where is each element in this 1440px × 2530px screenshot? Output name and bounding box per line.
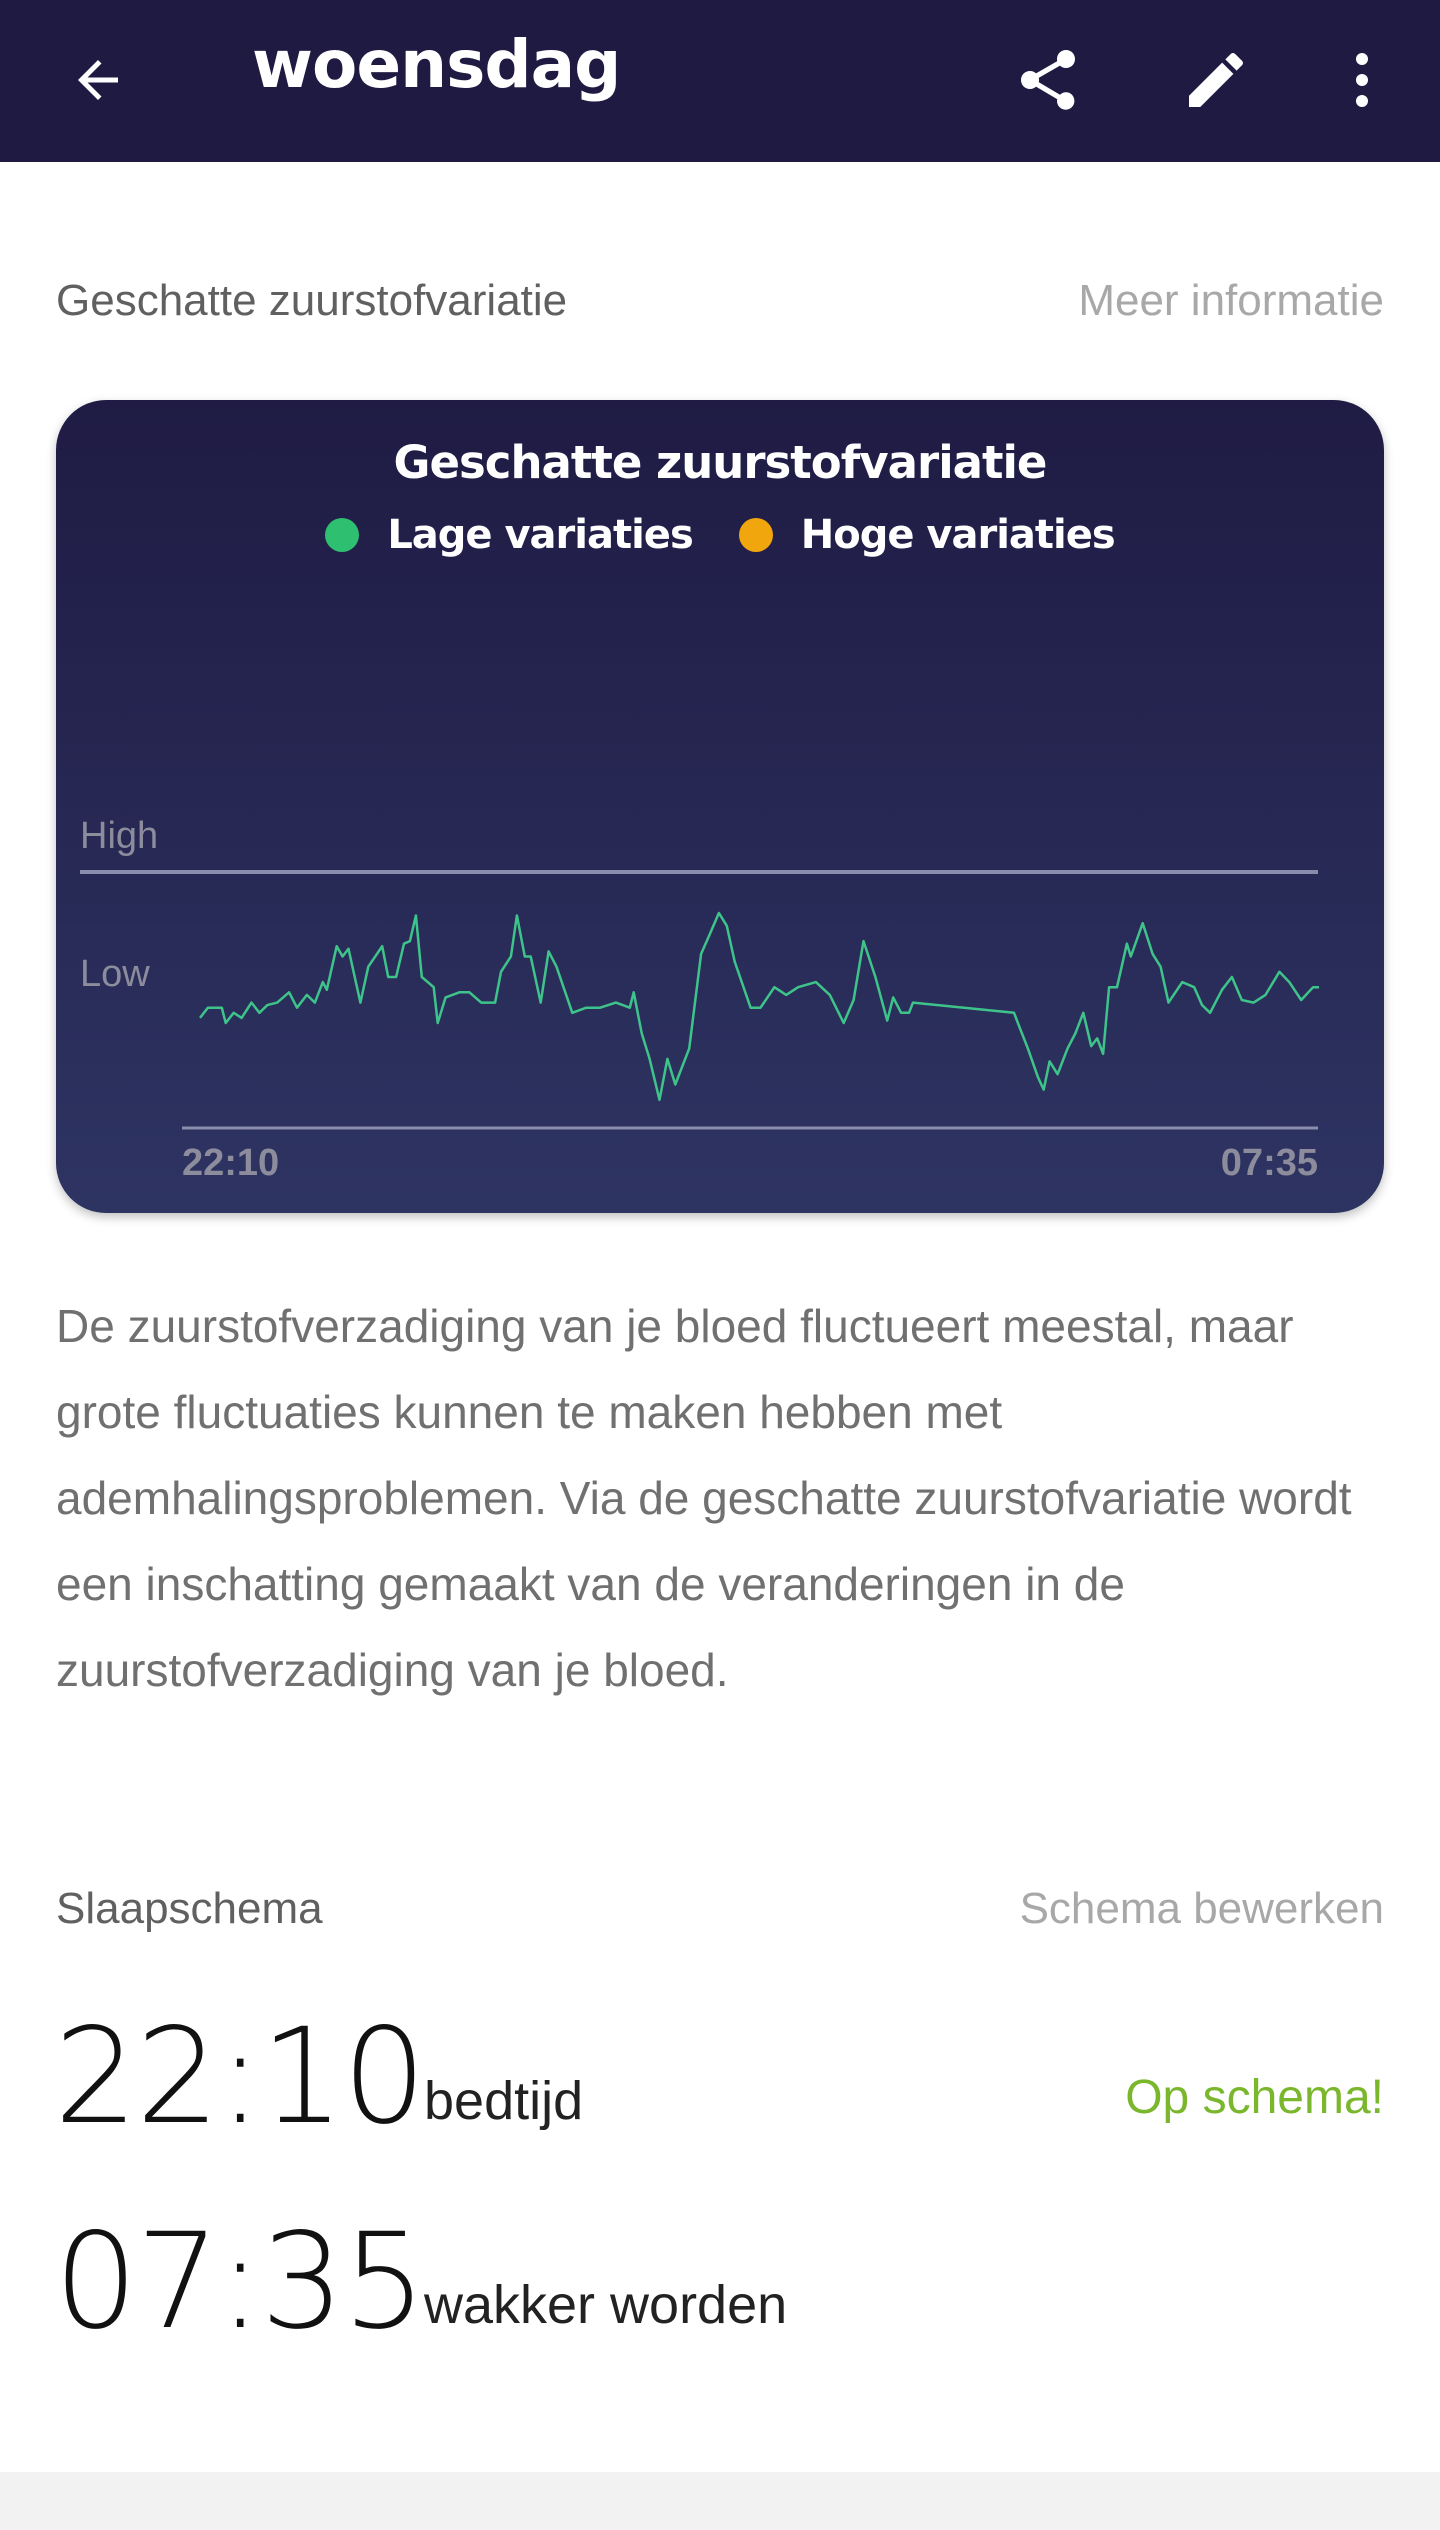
share-icon[interactable] — [1008, 40, 1088, 120]
legend-dot-high — [738, 518, 773, 552]
legend-item-low: Lage variaties — [325, 512, 694, 558]
wake-label: wakker worden — [424, 2275, 788, 2335]
wake-value: 07:35 — [54, 2205, 426, 2359]
oxygen-variation-line — [199, 911, 1319, 1102]
app-bar: woensdag — [0, 0, 1440, 162]
oxygen-chart: High Low 22:10 07:35 — [80, 815, 1319, 1184]
y-tick-low: Low — [80, 953, 150, 995]
legend-item-high: Hoge variaties — [738, 512, 1116, 558]
oxygen-chart-card: Geschatte zuurstofvariatie Lage variatie… — [56, 400, 1384, 1213]
edit-pencil-icon[interactable] — [1176, 40, 1256, 120]
bedtime-value: 22:10 — [54, 2000, 426, 2154]
bottom-area — [0, 2472, 1440, 2530]
edit-schedule-link[interactable]: Schema bewerken — [1019, 1884, 1384, 1933]
x-tick-end: 07:35 — [1221, 1142, 1318, 1184]
y-tick-high: High — [80, 815, 158, 857]
page-title: woensdag — [252, 26, 621, 103]
back-arrow-icon[interactable] — [58, 40, 138, 120]
more-info-link[interactable]: Meer informatie — [1078, 276, 1384, 325]
chart-title: Geschatte zuurstofvariatie — [393, 436, 1048, 489]
oxygen-description: De zuurstofverzadiging van je bloed fluc… — [56, 1300, 1352, 1696]
chart-legend: Lage variaties Hoge variaties — [56, 512, 1384, 558]
bedtime-label: bedtijd — [424, 2071, 584, 2131]
on-schedule-status: Op schema! — [1125, 2071, 1384, 2124]
more-vert-icon[interactable] — [1322, 40, 1402, 120]
sleep-schedule-label: Slaapschema — [56, 1884, 323, 1933]
legend-dot-low — [325, 518, 360, 552]
x-tick-start: 22:10 — [182, 1142, 279, 1184]
oxygen-section-label: Geschatte zuurstofvariatie — [56, 276, 568, 325]
